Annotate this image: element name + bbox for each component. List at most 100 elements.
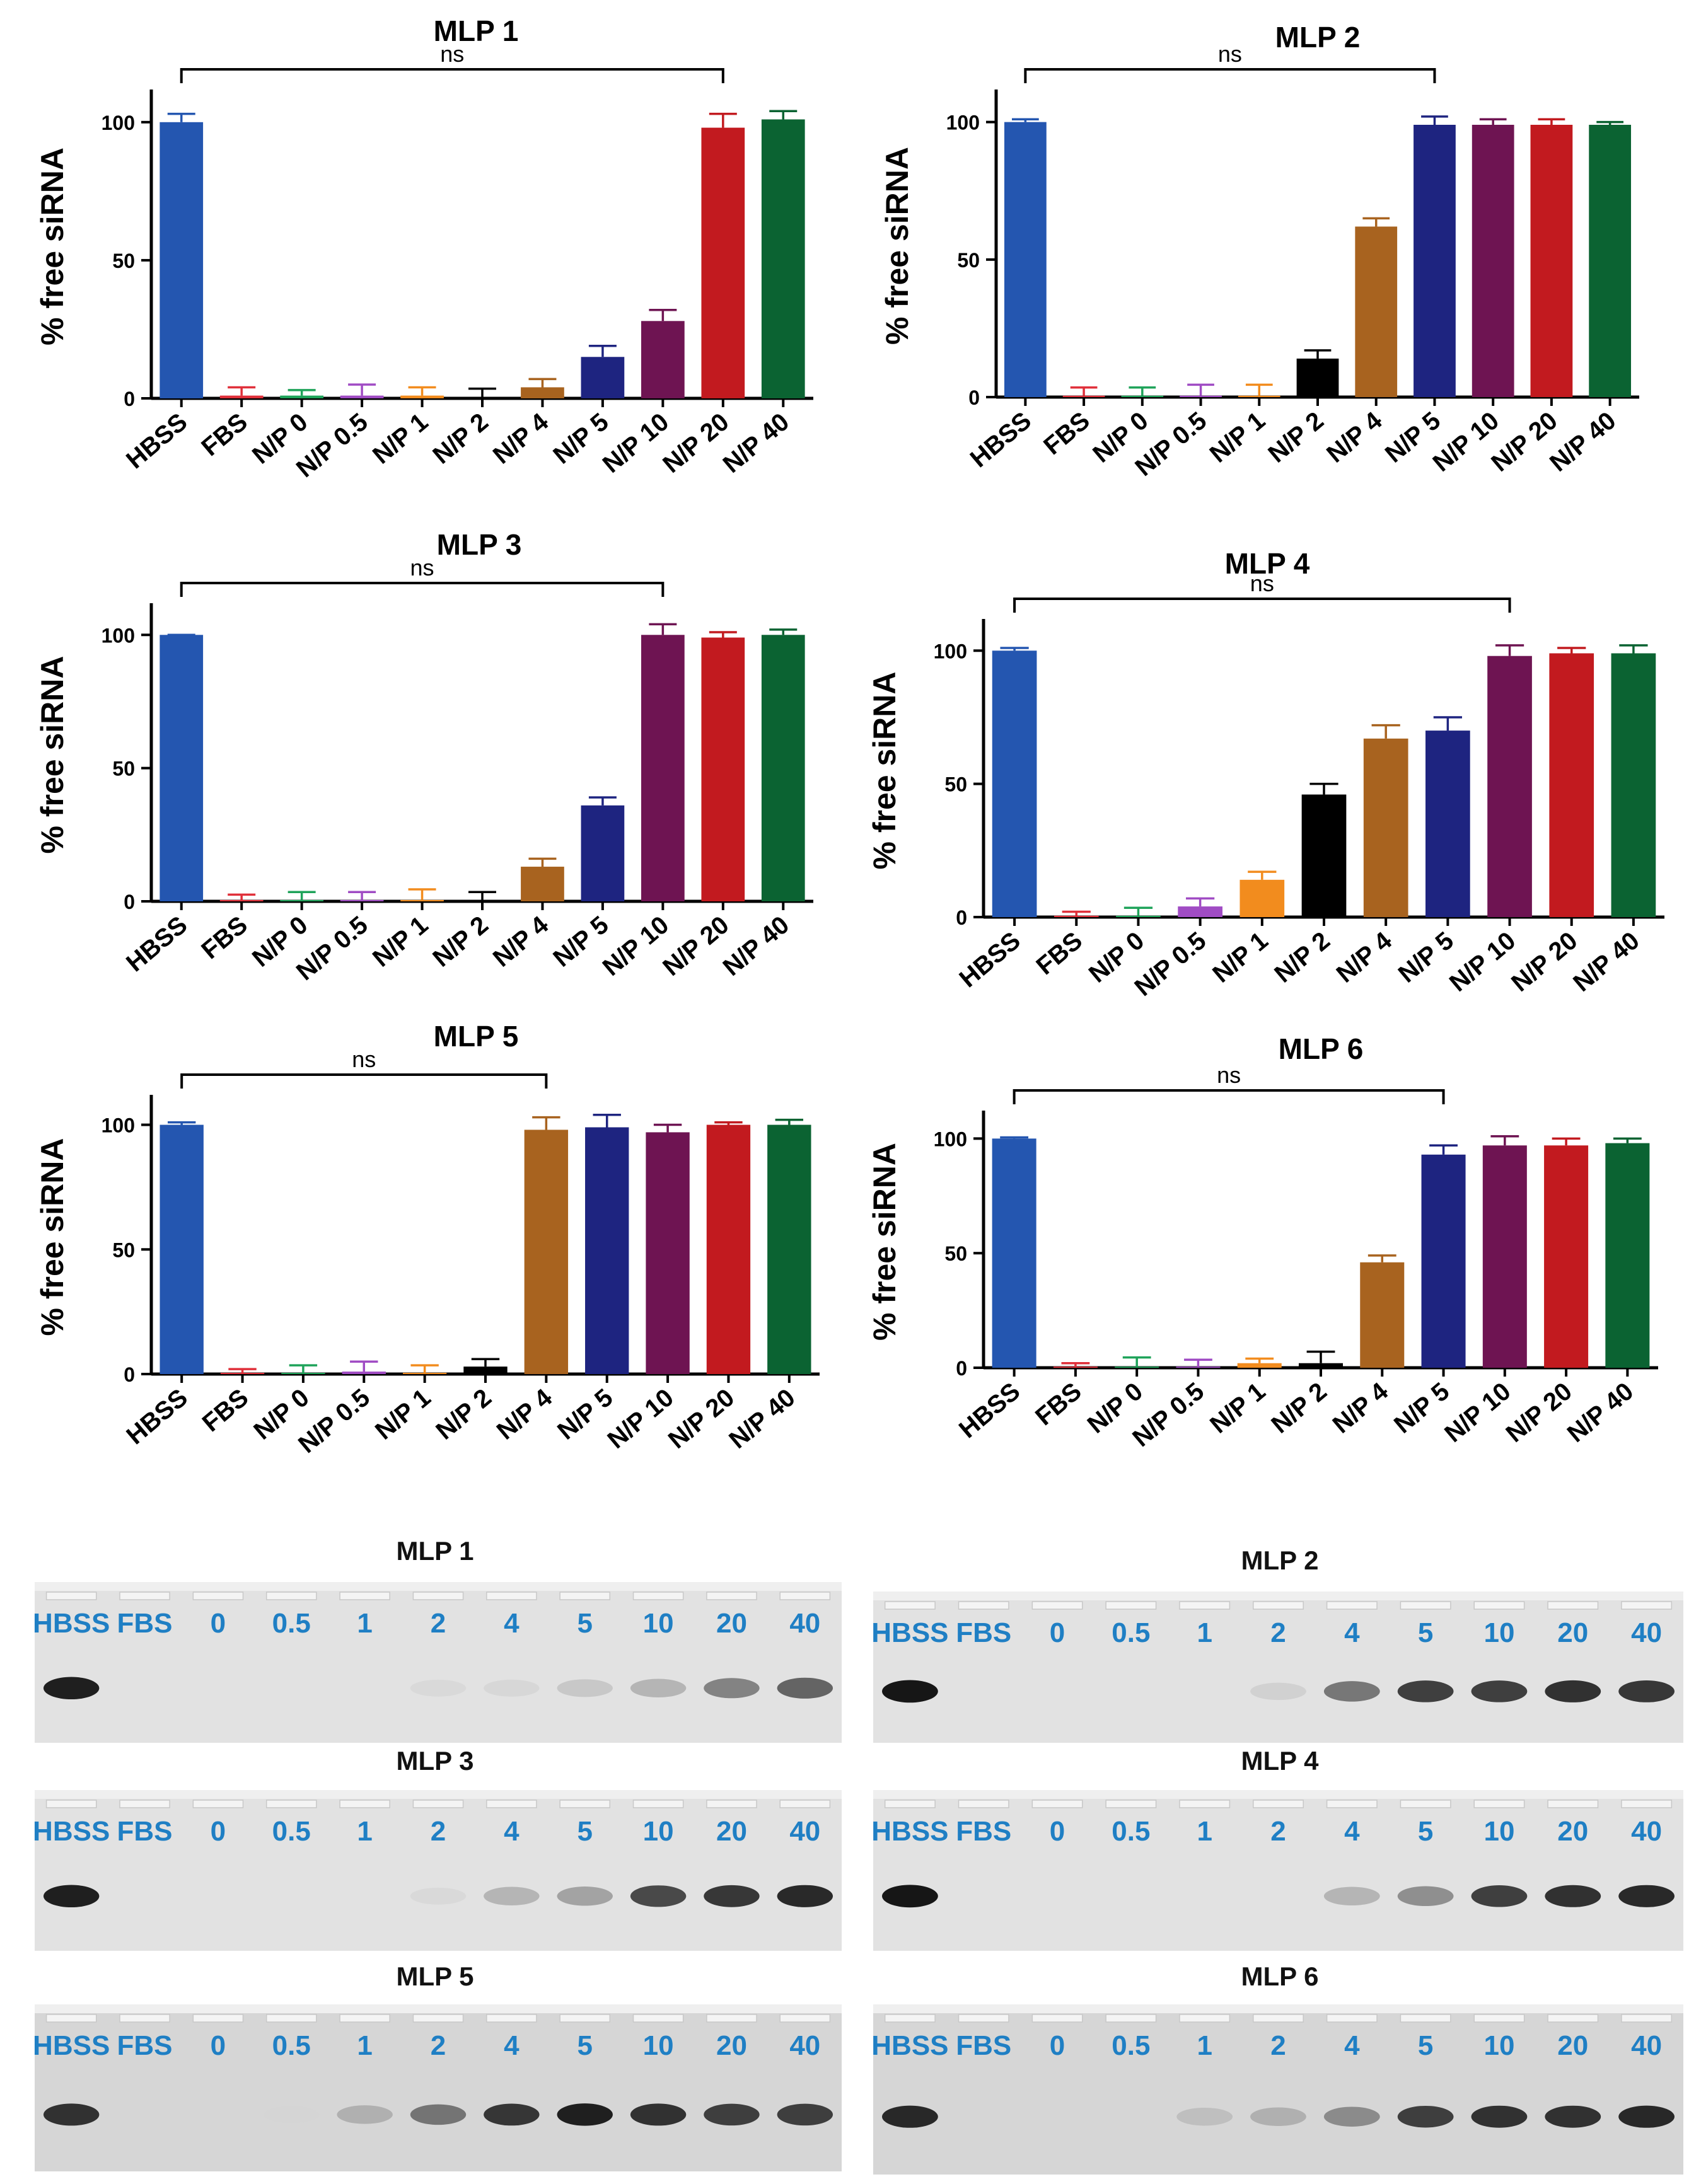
gel-well-strip	[35, 1790, 842, 1799]
gel-band	[337, 2105, 393, 2124]
bar	[1004, 122, 1047, 398]
lane-label: FBS	[117, 2030, 173, 2061]
gel-band	[1545, 1680, 1601, 1702]
category-label: N/P 20	[658, 911, 734, 981]
gel-band	[704, 1678, 760, 1699]
lane-label: 0.5	[272, 2030, 311, 2061]
lane-label: 5	[577, 1816, 592, 1847]
lane-label: 20	[1557, 1816, 1588, 1847]
bar	[160, 1124, 204, 1374]
gel-well	[265, 2014, 317, 2023]
gel-3: MLP 3 HBSS FBS 0 0.5 1 2 4 5 10 20 40	[33, 1746, 842, 1951]
gel-band	[410, 1679, 467, 1697]
bar	[701, 127, 745, 398]
gel-band	[1397, 1886, 1454, 1907]
gel-well	[1253, 1601, 1304, 1610]
gel-band	[777, 1885, 833, 1907]
bar	[1054, 915, 1099, 917]
category-label: N/P 10	[1444, 927, 1521, 997]
gel-well	[559, 1800, 611, 1808]
bar	[1355, 226, 1398, 397]
gel-band	[1545, 1885, 1601, 1907]
bar	[220, 1373, 265, 1374]
y-tick-label: 100	[102, 112, 135, 134]
gel-well	[339, 1592, 390, 1600]
lane-label: 20	[1557, 2030, 1588, 2061]
category-label: N/P 10	[602, 1384, 678, 1454]
gel-band	[1397, 2105, 1454, 2128]
gel-background	[35, 1790, 842, 1951]
category-label: HBSS	[954, 927, 1025, 993]
category-label: FBS	[1030, 1377, 1087, 1431]
gel-well	[884, 1601, 936, 1610]
bar	[581, 805, 625, 901]
lane-label: 5	[577, 1608, 592, 1639]
bar	[280, 899, 323, 901]
lane-label: 4	[1344, 1617, 1360, 1648]
gel-well	[486, 1800, 537, 1808]
bar	[1301, 794, 1347, 917]
gel-well	[1253, 1800, 1304, 1808]
chart-title: MLP 3	[437, 528, 522, 561]
bar	[706, 1124, 751, 1374]
bar	[701, 637, 745, 901]
gel-band	[1176, 2107, 1233, 2126]
category-label: N/P 1	[1205, 407, 1270, 468]
category-label: N/P 10	[1439, 1377, 1516, 1448]
y-axis-label: % free siRNA	[880, 147, 915, 345]
gel-well	[45, 1800, 97, 1808]
bar	[1589, 125, 1632, 397]
gel-band	[882, 2105, 938, 2128]
gel-well	[1547, 2014, 1599, 2023]
gel-well	[192, 1592, 244, 1600]
gel-band	[484, 2103, 540, 2126]
lane-label: 5	[1418, 1816, 1433, 1847]
gel-band	[410, 1887, 467, 1905]
gel-well	[1621, 1800, 1673, 1808]
bar	[1062, 395, 1105, 397]
gel-1: MLP 1 HBSS FBS 0 0.5 1 2 4 5 10 20 40	[33, 1536, 842, 1743]
bar	[1544, 1145, 1589, 1368]
bar	[1414, 125, 1456, 397]
gel-4: MLP 4 HBSS FBS 0 0.5 1 2 4 5 10 20 40	[871, 1746, 1683, 1951]
y-tick-label: 0	[124, 1363, 135, 1386]
y-axis-label: % free siRNA	[35, 147, 70, 345]
category-label: N/P 40	[718, 408, 794, 478]
gel-well	[1326, 1800, 1378, 1808]
gel-well	[339, 2014, 390, 2023]
category-label: N/P 2	[1266, 1377, 1332, 1439]
category-label: FBS	[1038, 407, 1095, 460]
bar	[521, 387, 564, 398]
category-label: N/P 1	[368, 408, 433, 470]
lane-label: 40	[789, 2030, 820, 2061]
category-label: N/P 20	[1501, 1377, 1577, 1448]
category-label: N/P 0.5	[1127, 1377, 1209, 1452]
gel-band	[1618, 1680, 1675, 1702]
category-label: N/P 20	[1506, 927, 1582, 997]
category-label: N/P 20	[658, 408, 734, 478]
gel-well	[706, 1800, 757, 1808]
category-label: N/P 2	[431, 1384, 496, 1445]
y-tick-label: 50	[112, 758, 135, 780]
category-label: FBS	[1031, 927, 1088, 980]
y-axis-label: % free siRNA	[867, 1143, 902, 1341]
category-label: N/P 4	[1328, 1377, 1394, 1439]
chart-title: MLP 6	[1279, 1032, 1364, 1065]
gel-well	[632, 1592, 684, 1600]
lane-label: 2	[1270, 1816, 1286, 1847]
category-label: HBSS	[121, 911, 192, 977]
category-label: HBSS	[954, 1377, 1025, 1443]
bar	[342, 1372, 386, 1374]
bar	[219, 899, 264, 901]
bar	[1605, 1143, 1650, 1368]
bar	[1298, 1363, 1344, 1368]
gel-well	[706, 1592, 757, 1600]
category-label: N/P 4	[1332, 927, 1398, 988]
bar	[761, 635, 805, 901]
gel-well	[958, 2014, 1009, 2023]
bar	[280, 395, 323, 398]
lane-label: 0	[1050, 2030, 1065, 2061]
lane-label: 2	[431, 1608, 446, 1639]
